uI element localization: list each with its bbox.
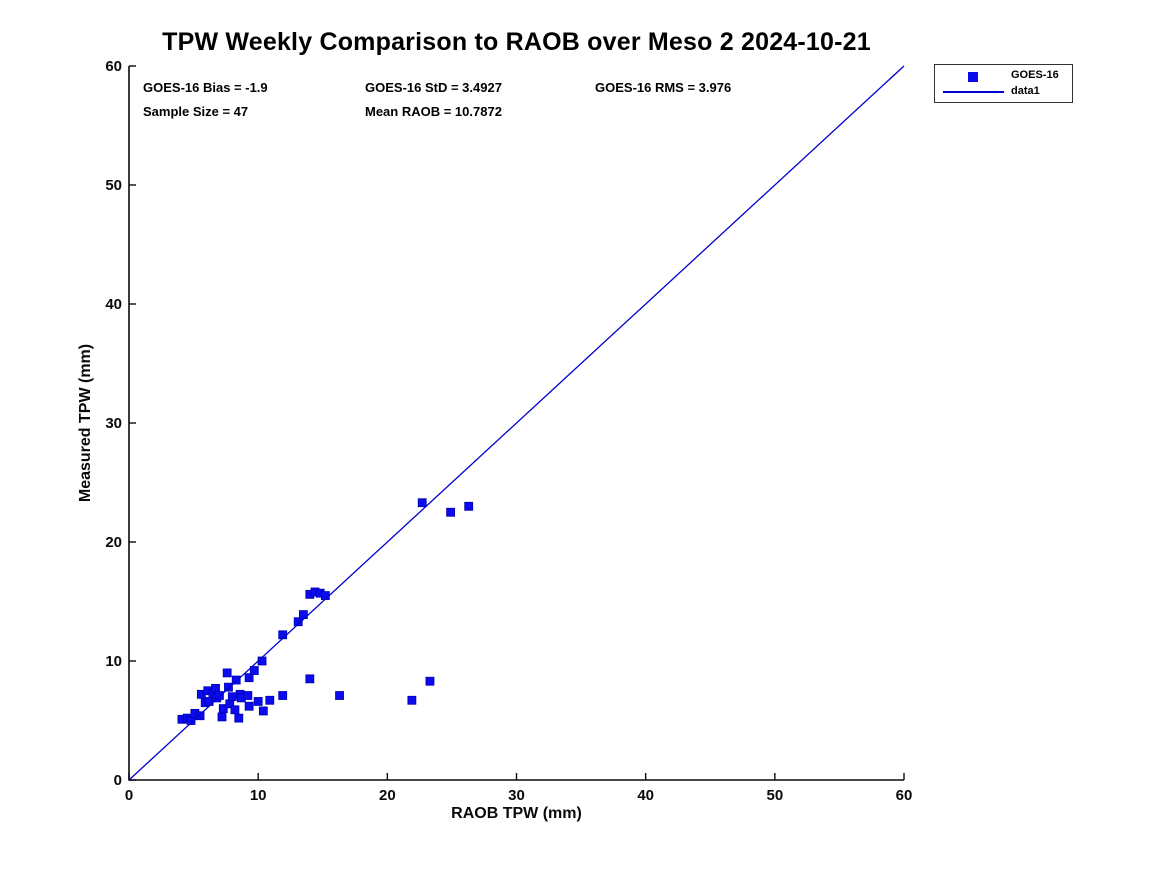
legend-line-icon <box>943 91 1004 93</box>
y-tick-label: 40 <box>105 296 122 313</box>
legend-square-marker-icon <box>968 72 978 82</box>
data-point-marker <box>407 695 417 705</box>
data-point-marker <box>222 668 232 678</box>
data-point-marker <box>227 692 237 702</box>
data-point-marker <box>234 713 244 723</box>
stat-bias: GOES-16 Bias = -1.9 <box>143 80 268 95</box>
data-point-marker <box>335 691 344 700</box>
y-axis-label: Measured TPW (mm) <box>77 344 94 502</box>
data-point-marker <box>224 682 233 692</box>
data-point-marker <box>278 691 288 700</box>
data-point-marker <box>249 666 259 675</box>
data-point-marker <box>464 501 474 511</box>
data-point-marker <box>230 705 240 715</box>
data-point-marker <box>244 673 254 683</box>
x-tick-label: 50 <box>766 787 783 804</box>
x-tick-label: 30 <box>508 787 525 804</box>
data-point-marker <box>446 507 456 517</box>
stat-sample-size: Sample Size = 47 <box>143 104 249 119</box>
y-tick-label: 30 <box>105 415 122 432</box>
data-point-marker <box>417 498 427 508</box>
x-tick-label: 60 <box>896 787 913 804</box>
chart-title: TPW Weekly Comparison to RAOB over Meso … <box>162 28 871 56</box>
legend-label-goes16: GOES-16 <box>1011 69 1059 81</box>
x-tick-label: 10 <box>250 787 267 804</box>
data-point-marker <box>217 712 227 722</box>
stat-rms: GOES-16 RMS = 3.976 <box>595 80 732 95</box>
data-point-marker <box>231 675 241 685</box>
data-point-marker <box>218 704 228 713</box>
data-point-marker <box>215 691 224 700</box>
data-point-marker <box>293 617 303 627</box>
identity-line <box>128 65 905 781</box>
data-point-marker <box>244 701 254 711</box>
y-tick-label: 60 <box>105 58 122 75</box>
data-point-marker <box>243 691 253 700</box>
y-tick-label: 0 <box>114 772 122 789</box>
data-point-marker <box>253 697 263 706</box>
data-point-marker <box>195 711 205 721</box>
data-point-marker <box>265 695 275 705</box>
legend: GOES-16 data1 <box>934 64 1073 103</box>
data-point-marker <box>425 676 435 686</box>
y-tick-label: 10 <box>105 653 122 670</box>
x-tick-label: 40 <box>637 787 654 804</box>
data-point-marker <box>305 674 315 684</box>
y-tick-label: 20 <box>105 534 122 551</box>
data-point-marker <box>258 706 268 716</box>
x-axis-label: RAOB TPW (mm) <box>451 805 582 822</box>
x-tick-label: 20 <box>379 787 396 804</box>
stat-std: GOES-16 StD = 3.4927 <box>365 80 502 95</box>
stat-mean-raob: Mean RAOB = 10.7872 <box>365 104 502 119</box>
x-tick-label: 0 <box>125 787 133 804</box>
legend-label-data1: data1 <box>1011 85 1040 97</box>
y-tick-label: 50 <box>105 177 122 194</box>
